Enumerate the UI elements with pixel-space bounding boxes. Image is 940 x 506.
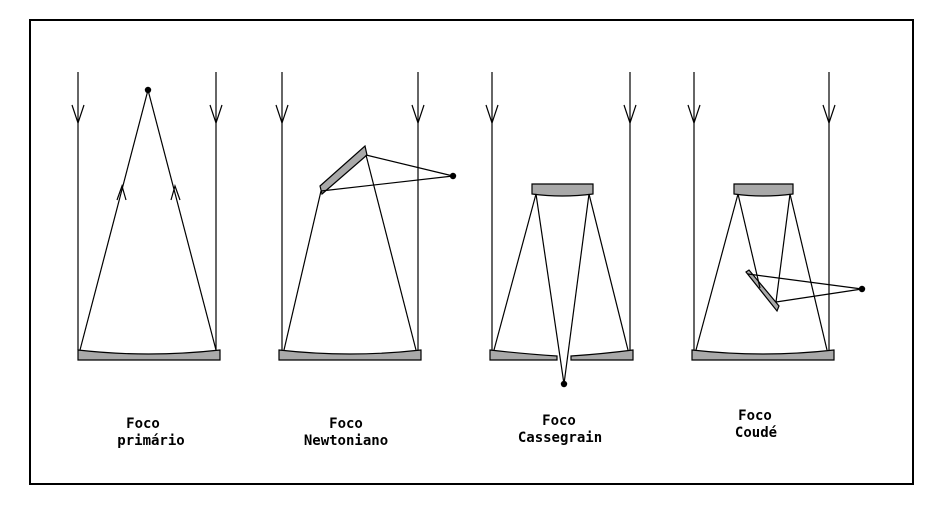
secondary-mirror [733,183,794,197]
reflected-ray [737,193,761,289]
reflected-ray [147,89,217,351]
reflected-ray [365,154,454,177]
arrow-down-icon [275,104,289,125]
reflected-ray [695,193,739,351]
reflected-ray [775,193,791,303]
arrow-down-icon [71,104,85,125]
arrow-down-icon [687,104,701,125]
panel-cassegrain-focus: Foco Cassegrain [485,72,637,446]
focal-point [858,285,866,293]
caption-line-2: Coudé [735,425,777,441]
panel-prime-focus: Foco primário [71,72,223,449]
primary-mirror-right [570,349,634,361]
reflected-ray [747,273,863,290]
reflected-ray [283,190,322,351]
reflected-ray [563,193,590,385]
secondary-mirror [531,183,594,197]
reflected-ray [588,193,629,351]
reflected-ray [789,193,828,351]
primary-mirror [77,349,221,361]
arrow-down-icon [209,104,223,125]
caption-line-1: Foco [738,408,772,424]
caption-line-1: Foco [126,416,160,432]
caption-line-2: primário [117,433,184,449]
arrow-down-icon [485,104,499,125]
arrow-up-icon [116,184,127,201]
arrow-down-icon [822,104,836,125]
arrow-down-icon [623,104,637,125]
focal-point [449,172,457,180]
arrow-up-icon [170,184,181,201]
arrow-down-icon [411,104,425,125]
panel-coude-focus: Foco Coudé [687,72,866,441]
reflected-ray [493,193,537,351]
outer-frame [29,19,914,485]
reflected-ray [79,89,149,351]
reflected-ray [320,175,454,192]
caption-line-2: Newtoniano [304,433,388,449]
panel-newtonian-focus: Foco Newtoniano [275,72,457,449]
reflected-ray [535,193,565,385]
reflected-ray [775,288,863,303]
caption-line-1: Foco [542,413,576,429]
tertiary-flat-mirror [745,269,780,313]
focal-point [560,380,568,388]
caption-line-2: Cassegrain [518,430,602,446]
reflected-ray [365,154,417,351]
primary-mirror-left [489,349,558,361]
primary-mirror [278,349,422,361]
primary-mirror [691,349,835,361]
focal-point [144,86,152,94]
caption-line-1: Foco [329,416,363,432]
